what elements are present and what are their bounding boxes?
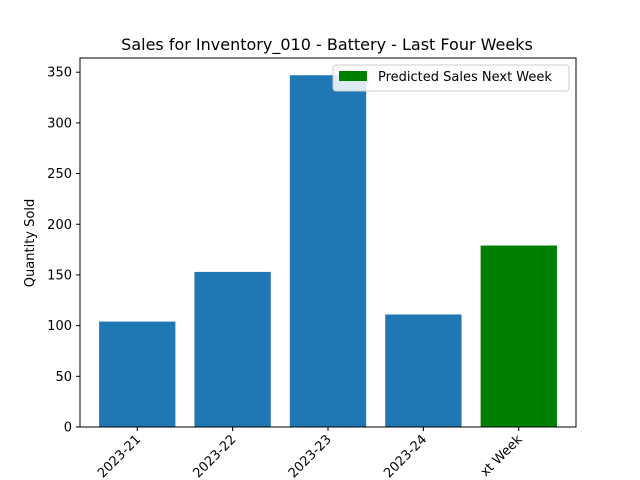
- y-tick-label: 200: [47, 218, 72, 233]
- bar-next-week: [480, 245, 557, 427]
- chart-title: Sales for Inventory_010 - Battery - Last…: [121, 35, 533, 55]
- y-tick-label: 0: [64, 421, 72, 436]
- bar-2023-21: [99, 321, 176, 427]
- x-tick-label: 2023-21: [95, 432, 144, 480]
- legend-label: Predicted Sales Next Week: [378, 70, 552, 85]
- bar-2023-22: [194, 271, 271, 427]
- y-tick-label: 250: [47, 167, 72, 182]
- legend-box: [332, 64, 570, 92]
- x-tick-label: xt Week: [478, 432, 526, 480]
- x-tick-label: 2023-23: [286, 432, 335, 480]
- x-axis: 2023-21 2023-22 2023-23 2023-24 xt Week: [95, 427, 526, 480]
- plot-frame: [79, 57, 577, 428]
- legend: Predicted Sales Next Week: [332, 64, 570, 92]
- y-tick-label: 50: [55, 370, 72, 385]
- y-tick-label: 150: [47, 268, 72, 283]
- y-tick-label: 300: [47, 116, 72, 131]
- x-tick-label: 2023-22: [190, 432, 239, 480]
- y-tick-label: 100: [47, 319, 72, 334]
- bar-2023-24: [385, 314, 462, 427]
- bar-2023-23: [289, 75, 367, 427]
- x-tick-label: 2023-24: [381, 432, 430, 480]
- y-axis-label: Quantity Sold: [23, 199, 38, 287]
- y-axis: 0 50 100 150 200 250 300 350: [47, 66, 80, 436]
- y-tick-label: 350: [47, 66, 72, 81]
- bars-group: [99, 75, 557, 427]
- legend-swatch: [339, 71, 367, 81]
